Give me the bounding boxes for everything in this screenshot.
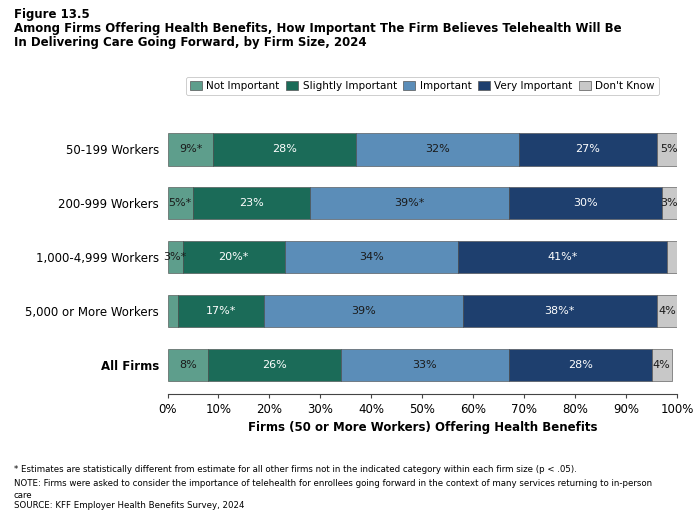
Bar — [341, 349, 509, 381]
Text: 5%: 5% — [660, 144, 678, 154]
Text: 38%*: 38%* — [544, 306, 575, 316]
Text: NOTE: Firms were asked to consider the importance of telehealth for enrollees go: NOTE: Firms were asked to consider the i… — [14, 479, 652, 488]
Bar — [183, 241, 285, 274]
Text: Among Firms Offering Health Benefits, How Important The Firm Believes Telehealth: Among Firms Offering Health Benefits, Ho… — [14, 22, 622, 35]
Bar — [463, 295, 657, 328]
Bar — [208, 349, 341, 381]
Text: 28%: 28% — [272, 144, 297, 154]
Legend: Not Important, Slightly Important, Important, Very Important, Don't Know: Not Important, Slightly Important, Impor… — [186, 77, 659, 95]
Text: 33%: 33% — [413, 360, 437, 370]
Text: 34%: 34% — [359, 252, 384, 262]
Text: 5%*: 5%* — [169, 198, 192, 208]
Text: 4%: 4% — [653, 360, 671, 370]
Bar — [168, 349, 208, 381]
Bar — [356, 133, 519, 165]
Bar — [651, 349, 672, 381]
Bar — [667, 241, 677, 274]
Text: 26%: 26% — [262, 360, 287, 370]
Bar — [657, 295, 677, 328]
Text: 41%*: 41%* — [547, 252, 578, 262]
Text: 4%: 4% — [658, 306, 676, 316]
Bar — [214, 133, 356, 165]
Text: 3%: 3% — [660, 198, 678, 208]
Bar — [310, 187, 509, 219]
Text: 20%*: 20%* — [218, 252, 249, 262]
Text: SOURCE: KFF Employer Health Benefits Survey, 2024: SOURCE: KFF Employer Health Benefits Sur… — [14, 501, 244, 510]
Text: In Delivering Care Going Forward, by Firm Size, 2024: In Delivering Care Going Forward, by Fir… — [14, 36, 366, 49]
Text: 3%*: 3%* — [163, 252, 187, 262]
Bar — [168, 241, 183, 274]
Text: 9%*: 9%* — [179, 144, 202, 154]
Text: 17%*: 17%* — [206, 306, 236, 316]
X-axis label: Firms (50 or More Workers) Offering Health Benefits: Firms (50 or More Workers) Offering Heal… — [248, 422, 597, 434]
Bar — [168, 295, 178, 328]
Text: 27%: 27% — [575, 144, 600, 154]
Bar — [509, 349, 651, 381]
Bar — [662, 187, 677, 219]
Text: 32%: 32% — [425, 144, 450, 154]
Bar — [458, 241, 667, 274]
Text: 30%: 30% — [573, 198, 597, 208]
Bar — [509, 187, 662, 219]
Text: Figure 13.5: Figure 13.5 — [14, 8, 90, 21]
Bar — [193, 187, 310, 219]
Text: care: care — [14, 491, 33, 500]
Bar — [657, 133, 682, 165]
Text: * Estimates are statistically different from estimate for all other firms not in: * Estimates are statistically different … — [14, 465, 577, 474]
Bar — [285, 241, 458, 274]
Text: 23%: 23% — [239, 198, 264, 208]
Bar — [178, 295, 265, 328]
Text: 39%*: 39%* — [394, 198, 425, 208]
Bar — [519, 133, 657, 165]
Bar — [265, 295, 463, 328]
Text: 8%: 8% — [179, 360, 197, 370]
Bar — [168, 133, 214, 165]
Text: 28%: 28% — [567, 360, 593, 370]
Bar — [168, 187, 193, 219]
Text: 39%: 39% — [351, 306, 376, 316]
